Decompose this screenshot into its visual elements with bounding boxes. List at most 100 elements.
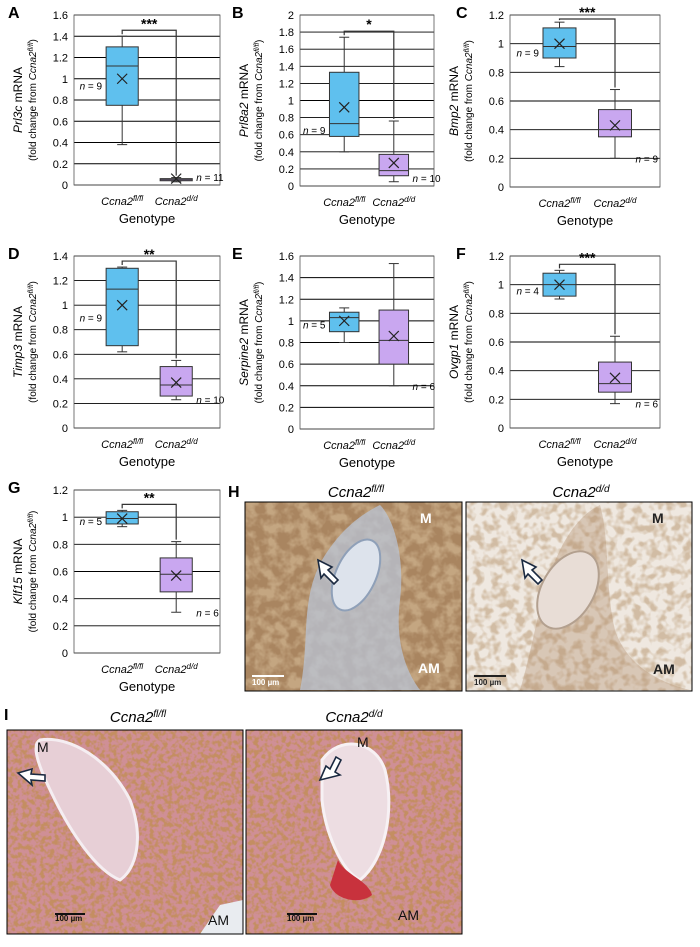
mean-marker — [338, 315, 350, 327]
arrow-icon — [520, 558, 544, 586]
panel-h-right-micrograph: M AM 100 µm — [465, 501, 693, 692]
y-axis-label: Klf15 mRNA — [11, 538, 25, 604]
y-axis-sublabel: (fold change from Ccna2fl/fl) — [254, 40, 266, 162]
label-m-i-left: M — [37, 739, 49, 755]
y-tick-label: 0.6 — [279, 359, 294, 371]
x-category-label: Ccna2fl/fl — [101, 194, 143, 209]
label-m-h-right: M — [652, 510, 664, 526]
y-tick-label: 0.6 — [53, 567, 68, 579]
spiral-artery — [320, 742, 391, 882]
x-category-label: Ccna2d/d — [594, 196, 637, 211]
x-category-label: Ccna2d/d — [372, 195, 415, 210]
x-category-label: Ccna2d/d — [155, 662, 198, 677]
plot-frame — [509, 255, 661, 429]
panel-letter: C — [456, 5, 468, 22]
box-iqr — [598, 109, 632, 138]
scale-text-h-left: 100 µm — [252, 678, 279, 687]
y-tick-label: 0.6 — [489, 96, 504, 108]
x-axis-label: Genotype — [339, 212, 395, 227]
n-label: n = 9 — [80, 82, 103, 93]
panel-letter-h: H — [228, 484, 240, 501]
panel-i-left-title: Ccna2fl/fl — [110, 709, 167, 727]
y-tick-label: 1 — [288, 96, 294, 108]
vessel-region — [520, 505, 690, 690]
x-axis-label: Genotype — [557, 213, 613, 228]
mean-marker — [116, 73, 128, 85]
significance-stars: *** — [141, 15, 158, 31]
y-tick-label: 0 — [62, 180, 68, 192]
y-tick-label: 1.6 — [53, 10, 68, 22]
box-iqr — [105, 46, 139, 106]
y-tick-label: 1.6 — [279, 44, 294, 56]
y-tick-label: 0.6 — [489, 337, 504, 349]
box-iqr — [105, 267, 139, 347]
y-tick-label: 0 — [288, 424, 294, 436]
spiral-artery — [330, 538, 382, 612]
y-tick-label: 1.4 — [279, 273, 294, 285]
label-m-i-right: M — [357, 734, 369, 750]
y-tick-label: 0 — [62, 423, 68, 435]
box-ccna2-d-d: n = 10 — [378, 120, 441, 185]
x-category-label: Ccna2fl/fl — [101, 662, 143, 677]
x-category-label: Ccna2fl/fl — [538, 437, 580, 452]
x-category-label: Ccna2d/d — [594, 437, 637, 452]
y-tick-label: 0 — [498, 423, 504, 435]
y-tick-label: 1.2 — [489, 251, 504, 263]
mean-marker — [116, 299, 128, 311]
box-iqr — [328, 71, 360, 137]
arrow-icon — [16, 767, 46, 788]
y-axis-sublabel: (fold change from Ccna2fl/fl) — [464, 281, 476, 403]
y-tick-label: 1.2 — [53, 485, 68, 497]
plot-frame — [299, 14, 435, 187]
y-tick-label: 0.2 — [489, 153, 504, 165]
box-plot-c: C 0 0.2 0.4 0.6 0.8 1 1.2 Bmp2 mRNA (fold change … — [447, 4, 661, 228]
y-tick-label: 0.6 — [279, 130, 294, 142]
panel-h-left-micrograph: M AM 100 µm — [244, 501, 463, 692]
plot-frame — [73, 255, 221, 429]
y-tick-label: 0.2 — [53, 159, 68, 171]
x-category-label: Ccna2d/d — [155, 437, 198, 452]
significance-bracket — [121, 260, 177, 359]
scale-text-i-left: 100 µm — [55, 914, 82, 923]
y-tick-label: 0 — [288, 181, 294, 193]
y-tick-label: 0.2 — [489, 394, 504, 406]
y-tick-label: 0.2 — [53, 398, 68, 410]
y-tick-label: 1.6 — [279, 251, 294, 263]
n-label: n = 9 — [636, 154, 659, 165]
n-label: n = 10 — [196, 396, 225, 407]
panel-letter: F — [456, 246, 466, 263]
label-am-h-left: AM — [418, 660, 440, 676]
y-tick-label: 0.4 — [489, 366, 504, 378]
arrow-icon — [316, 558, 340, 586]
n-label: n = 6 — [196, 608, 219, 619]
x-axis-label: Genotype — [119, 454, 175, 469]
box-ccna2-fl-fl: n = 9 — [80, 266, 139, 353]
significance-stars: *** — [579, 249, 596, 265]
mean-marker — [170, 570, 182, 581]
y-tick-label: 0.4 — [53, 374, 68, 386]
box-plot-g: G 0 0.2 0.4 0.6 0.8 1 1.2 Klf15 mRNA (fold change… — [8, 480, 221, 694]
significance-stars: * — [366, 16, 372, 32]
label-am-i-left: AM — [208, 912, 229, 928]
y-tick-label: 1 — [288, 316, 294, 328]
panel-i-micrographs: I Ccna2fl/fl Ccna2d/d M AM 100 µm M AM 1… — [4, 707, 463, 935]
n-label: n = 9 — [303, 126, 326, 137]
y-tick-label: 1.2 — [53, 276, 68, 288]
y-tick-label: 1.8 — [279, 27, 294, 39]
y-tick-label: 0.6 — [53, 116, 68, 128]
n-label: n = 9 — [80, 313, 103, 324]
significance-bracket — [121, 29, 177, 176]
panel-h-left-title: Ccna2fl/fl — [328, 484, 385, 502]
box-ccna2-fl-fl: n = 5 — [80, 509, 139, 528]
y-tick-label: 0.4 — [53, 138, 68, 150]
box-ccna2-d-d: n = 6 — [159, 541, 219, 619]
panel-h-right-title: Ccna2d/d — [552, 484, 610, 502]
mean-marker — [554, 279, 565, 291]
box-ccna2-fl-fl: n = 9 — [516, 21, 577, 68]
box-ccna2-d-d: n = 10 — [159, 359, 225, 407]
y-tick-label: 1.4 — [53, 31, 68, 43]
panel-i-right-title: Ccna2d/d — [325, 709, 383, 727]
box-plot-f: F 0 0.2 0.4 0.6 0.8 1 1.2 Ovgp1 mRNA (fold change… — [447, 246, 661, 469]
x-axis-label: Genotype — [119, 211, 175, 226]
